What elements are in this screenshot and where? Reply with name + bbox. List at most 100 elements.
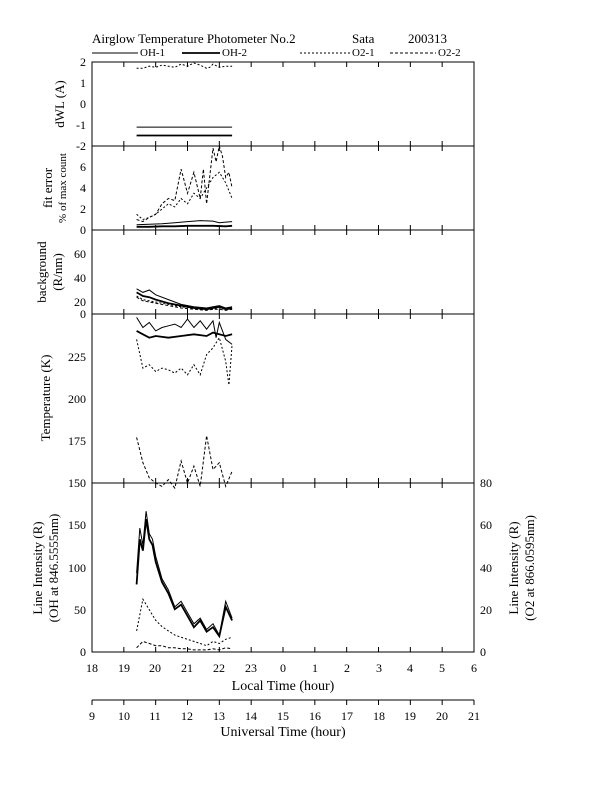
series-temperature-oh-1	[136, 317, 233, 345]
local-tick: 2	[344, 661, 350, 675]
series-line-intensity-oh-1	[136, 511, 233, 637]
ut-tick: 14	[245, 709, 257, 723]
series-background-o2-2	[136, 296, 233, 311]
temp-ylabel: Temperature (K)	[38, 355, 53, 442]
legend-label-o22: O2-2	[438, 47, 461, 59]
int-right-tick: 40	[480, 561, 492, 575]
ut-tick: 15	[277, 709, 289, 723]
legend-label-o21: O2-1	[352, 47, 375, 59]
ut-tick: 11	[149, 709, 161, 723]
bg-ylabel-2: (R/nm)	[50, 253, 65, 291]
dwl-tick: -2	[76, 139, 86, 153]
legend: OH-1 OH-2 O2-1 O2-2	[92, 47, 461, 59]
series-temperature-o2-2	[136, 435, 233, 490]
local-tick: 0	[280, 661, 286, 675]
figure-title: Airglow Temperature Photometer No.2	[92, 31, 296, 46]
series-line-intensity-o2-1	[136, 597, 233, 647]
int-left-tick: 150	[68, 518, 86, 532]
series-temperature-o2-1	[136, 336, 233, 386]
series-line-intensity-o2-2	[136, 640, 233, 651]
site-name: Sata	[352, 31, 375, 46]
ut-label: Universal Time (hour)	[220, 725, 346, 740]
temp-tick: 150	[68, 476, 86, 490]
local-tick: 23	[245, 661, 257, 675]
local-time-label: Local Time (hour)	[232, 679, 335, 694]
fit-tick: 6	[80, 160, 86, 174]
panel-fit-frame	[91, 145, 475, 231]
temp-tick: 175	[68, 434, 86, 448]
int-right-tick: 0	[480, 645, 486, 659]
local-tick: 21	[181, 661, 193, 675]
series-background-oh-2	[136, 291, 233, 311]
ut-tick: 9	[89, 709, 95, 723]
series-background-o2-1	[136, 295, 233, 310]
series-dwl-o2-1	[136, 62, 233, 69]
local-time-ticks: 18 19 20 21 22 23 0 1 2 3 4 5 6	[86, 661, 477, 675]
panel-temp-frame	[91, 313, 475, 484]
local-tick: 4	[407, 661, 413, 675]
int-right-ylabel-2: (O2 at 866.0595nm)	[522, 515, 537, 621]
fit-ylabel-2: % of max count	[57, 153, 69, 223]
ut-tick: 12	[181, 709, 193, 723]
series-line-intensity-oh-2	[135, 518, 233, 639]
fit-tick: 2	[80, 202, 86, 216]
int-right-tick: 60	[480, 518, 492, 532]
bg-ticks: 60 40 20 0	[74, 247, 86, 321]
date-label: 200313	[408, 31, 447, 46]
temp-ticks: 225 200 175 150	[68, 350, 86, 490]
dwl-ticks: 2 1 0 -1 -2	[76, 55, 86, 153]
dwl-tick: 0	[80, 97, 86, 111]
dwl-tick: 1	[80, 76, 86, 90]
series-temperature-oh-2	[136, 330, 233, 339]
int-right-tick: 80	[480, 476, 492, 490]
ut-tick: 10	[118, 709, 130, 723]
panel-dwl-frame	[91, 61, 475, 147]
bg-ylabel-1: background	[34, 241, 49, 303]
ut-ticks: 9 10 11 12 13 14 15 16 17 18 19 20 21	[89, 709, 480, 723]
dwl-tick: -1	[76, 118, 86, 132]
bg-tick: 60	[74, 247, 86, 261]
local-tick: 22	[213, 661, 225, 675]
int-left-tick: 50	[74, 603, 86, 617]
local-tick: 3	[376, 661, 382, 675]
local-tick: 5	[439, 661, 445, 675]
ut-tick: 21	[468, 709, 480, 723]
legend-label-oh1: OH-1	[140, 47, 165, 59]
dwl-tick: 2	[80, 55, 86, 69]
bg-tick: 40	[74, 271, 86, 285]
fit-ticks: 6 4 2 0	[80, 160, 86, 237]
panel-bg-frame	[91, 229, 475, 315]
dwl-ylabel: dWL (A)	[52, 80, 67, 128]
int-left-ticks: 150 100 50 0	[68, 518, 86, 659]
panel-int-frame	[91, 482, 475, 653]
int-right-ylabel-1: Line Intensity (R)	[506, 521, 521, 614]
ut-tick: 18	[373, 709, 385, 723]
bg-tick: 20	[74, 295, 86, 309]
int-right-tick: 20	[480, 603, 492, 617]
int-right-ticks: 80 60 40 20 0	[480, 476, 492, 659]
series-fit-o2-1	[136, 171, 233, 221]
int-left-tick: 100	[68, 561, 86, 575]
ut-tick: 20	[436, 709, 448, 723]
fit-ylabel-1: fit error	[40, 167, 55, 208]
int-left-ylabel-2: (OH at 846.5555nm)	[46, 514, 61, 623]
local-tick: 6	[471, 661, 477, 675]
ut-tick: 16	[309, 709, 321, 723]
local-tick: 18	[86, 661, 98, 675]
fit-tick: 4	[80, 181, 86, 195]
ut-tick: 17	[341, 709, 353, 723]
series-background-oh-1	[136, 288, 233, 309]
series-fit-oh-1	[136, 220, 233, 226]
int-left-ylabel-1: Line Intensity (R)	[30, 521, 45, 614]
local-tick: 20	[149, 661, 161, 675]
data-series	[135, 62, 233, 651]
temp-tick: 225	[68, 350, 86, 364]
series-fit-oh-2	[136, 224, 233, 228]
temp-tick: 200	[68, 392, 86, 406]
series-fit-o2-2	[136, 145, 233, 223]
ut-tick: 13	[213, 709, 225, 723]
tick-marks	[91, 62, 475, 705]
local-tick: 19	[118, 661, 130, 675]
int-left-tick: 0	[80, 645, 86, 659]
